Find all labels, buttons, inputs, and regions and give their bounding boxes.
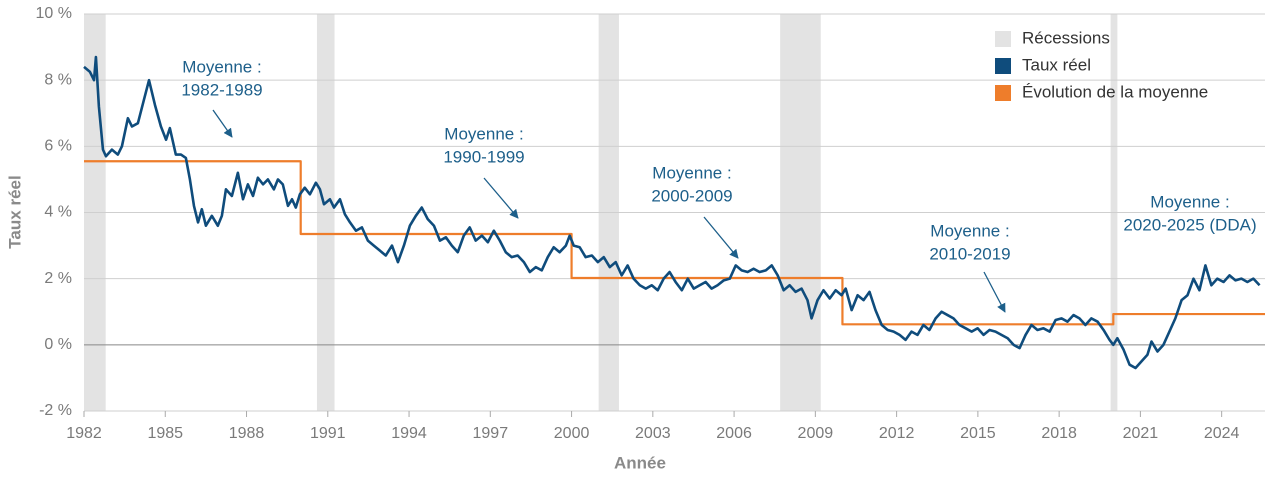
legend-label: Taux réel (1022, 55, 1091, 74)
series-line (84, 160, 1265, 326)
legend-label: Évolution de la moyenne (1022, 82, 1208, 101)
arrow (983, 271, 1006, 313)
x-tick-label: 2018 (1041, 425, 1077, 442)
y-tick-label: 6 % (44, 138, 72, 155)
x-tick-label: 1982 (66, 425, 102, 442)
y-tick-label: 2 % (44, 270, 72, 287)
annotation: Moyenne : (930, 221, 1009, 240)
x-tick-label: 2000 (554, 425, 590, 442)
annotation: 2010-2019 (929, 244, 1010, 263)
legend-swatch (995, 85, 1011, 101)
grid: -2 % 0 % 2 % 4 % 6 % 8 % 10 % 1982 1985 1988 1991 1… (36, 5, 1265, 442)
x-tick-label: 1994 (391, 425, 427, 442)
y-tick-label: 8 % (44, 71, 72, 88)
arrow (703, 216, 739, 259)
annotation: Moyenne : (182, 57, 261, 76)
arrow (483, 177, 519, 219)
y-axis-title: Taux réel (5, 175, 24, 248)
y-tick-label: 0 % (44, 336, 72, 353)
legend-label: Récessions (1022, 28, 1110, 47)
x-tick-label: 2006 (716, 425, 752, 442)
x-tick-label: 1991 (310, 425, 346, 442)
annotation: 1990-1999 (443, 147, 524, 166)
x-axis-title: Année (614, 453, 666, 472)
x-tick-label: 1988 (229, 425, 265, 442)
x-tick-label: 2024 (1204, 425, 1240, 442)
x-tick-label: 1985 (147, 425, 183, 442)
series-line (83, 55, 1261, 370)
annotations: Moyenne : 1982-1989 Moyenne : 1990-1999 Moye… (181, 57, 1257, 313)
x-tick-label: 2012 (879, 425, 915, 442)
legend-swatch (995, 31, 1011, 47)
x-tick-label: 2003 (635, 425, 671, 442)
y-tick-label: 4 % (44, 204, 72, 221)
legend-swatch (995, 58, 1011, 74)
x-tick-label: 1997 (473, 425, 509, 442)
annotation: Moyenne : (444, 124, 523, 143)
x-tick-label: 2015 (960, 425, 996, 442)
annotation: Moyenne : (1150, 192, 1229, 211)
x-tick-label: 2021 (1123, 425, 1159, 442)
annotation: 1982-1989 (181, 80, 262, 99)
legend: Récessions Taux réel Évolution de la moyen… (995, 28, 1208, 101)
y-tick-label: -2 % (39, 402, 72, 419)
annotation: 2000-2009 (651, 186, 732, 205)
x-tick-label: 2009 (798, 425, 834, 442)
annotation: 2020-2025 (DDA) (1123, 215, 1256, 234)
arrow (212, 109, 233, 138)
annotation: Moyenne : (652, 163, 731, 182)
y-tick-label: 10 % (36, 5, 72, 22)
series (83, 55, 1265, 370)
